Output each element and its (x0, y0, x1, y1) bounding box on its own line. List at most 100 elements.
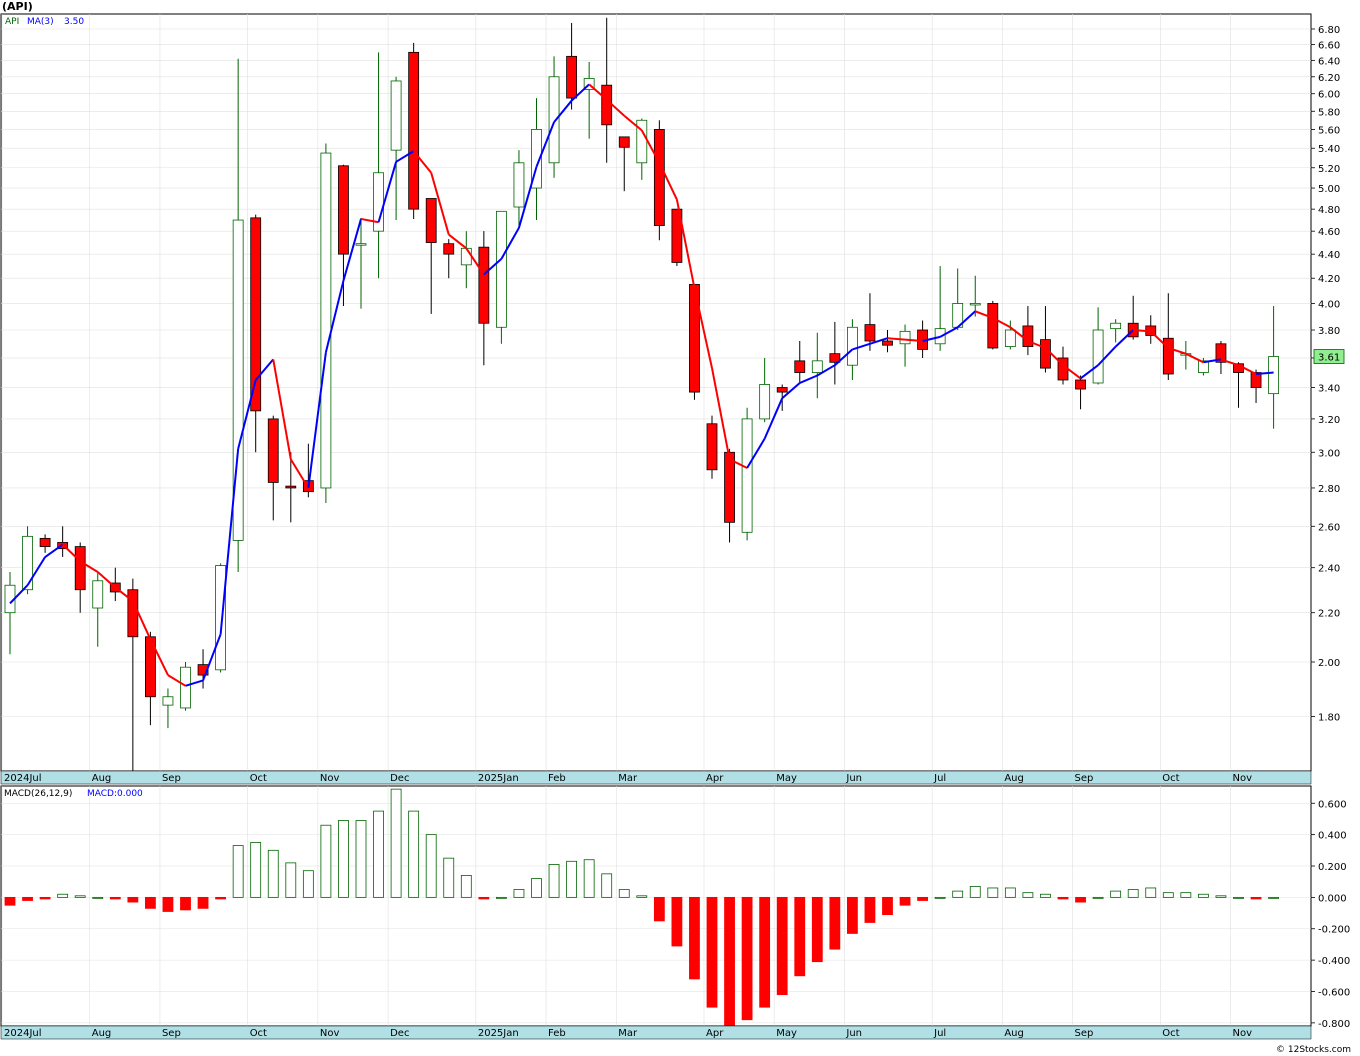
ma-segment (939, 326, 959, 338)
macd-bar (583, 859, 595, 898)
macd-bar (689, 896, 700, 980)
macd-bar (443, 857, 455, 898)
macd-bar (425, 834, 437, 898)
candle-body (566, 55, 577, 99)
ma-segment (377, 161, 398, 223)
candle-body (759, 384, 771, 420)
candle-body (320, 152, 332, 489)
ma-segment (517, 166, 538, 229)
ma-segment (1238, 364, 1257, 375)
candle-body (22, 535, 33, 591)
date-axis-label: Feb (548, 773, 566, 784)
price-tick-label: 4.20 (1318, 274, 1340, 285)
ma-segment (1220, 358, 1239, 367)
candle-body (1215, 343, 1227, 363)
date-axis-label: Apr (706, 773, 724, 784)
ma-segment (1167, 347, 1187, 355)
macd-bar (618, 889, 630, 898)
ma-segment (869, 337, 888, 345)
ma-segment (44, 543, 64, 558)
date-axis-label: Jun (845, 773, 862, 784)
candle-body (724, 451, 735, 523)
date-axis-label: Sep (162, 773, 181, 784)
macd-bar (144, 896, 156, 909)
ma-segment (535, 121, 555, 168)
candle-body (180, 666, 191, 709)
candle-body (601, 84, 613, 126)
macd-bar (653, 896, 665, 922)
candle-body (1004, 329, 1016, 347)
price-tick-label: 5.00 (1318, 184, 1340, 195)
macd-bar (952, 890, 964, 898)
macd-bar (776, 896, 788, 996)
price-tick-label: 2.00 (1318, 658, 1340, 669)
macd-bar (513, 889, 525, 898)
candle-body (92, 580, 104, 609)
ma-segment (816, 364, 836, 377)
macd-bar (1215, 895, 1227, 898)
macd-bar (829, 896, 841, 950)
date-axis-label: Sep (1075, 1028, 1094, 1039)
macd-bar (741, 896, 753, 1021)
price-date-axis: 2024Jul Aug Sep Oct Nov Dec 2025Jan Feb Mar Apr Ma… (4, 773, 1252, 784)
ma-segment (852, 342, 871, 351)
ma-segment (904, 338, 923, 343)
date-axis-label: Sep (1075, 773, 1094, 784)
macd-bar (74, 895, 86, 898)
date-axis-label: Oct (1162, 1028, 1179, 1039)
candle-body (531, 129, 542, 189)
ma-segment (430, 172, 450, 235)
price-tick-label: 4.80 (1318, 205, 1340, 216)
ma-segment (1133, 329, 1151, 333)
macd-bar (811, 896, 823, 963)
macd-tick-label: -0.400 (1318, 956, 1350, 967)
candle-body (39, 537, 51, 547)
candle-body (899, 330, 911, 345)
macd-bar (636, 895, 648, 898)
candle-body (811, 360, 823, 373)
price-tick-label: 5.80 (1318, 107, 1340, 118)
date-axis-label: Dec (390, 1028, 409, 1039)
price-tick-label: 2.20 (1318, 609, 1340, 620)
date-axis-label: Apr (706, 1028, 724, 1039)
ma-segment (395, 150, 415, 163)
macd-bar (180, 896, 191, 911)
candle-body (1198, 360, 1209, 373)
date-axis-label: Nov (1233, 1028, 1253, 1039)
macd-bar (338, 820, 349, 898)
ma-segment (1114, 329, 1134, 348)
candle-body (1250, 372, 1262, 388)
ma-segment (887, 337, 906, 341)
macd-bar (57, 893, 69, 898)
date-axis-label: Jul (933, 1028, 946, 1039)
macd-bar (1268, 896, 1279, 899)
ma-segment (640, 129, 661, 164)
candle-body (829, 353, 841, 363)
ma-segment (131, 600, 152, 640)
price-tick-label: 3.80 (1318, 326, 1340, 337)
price-tick-label: 4.00 (1318, 299, 1340, 310)
candle-body (882, 340, 893, 346)
ma-segment (1027, 340, 1046, 349)
price-tick-label: 6.80 (1318, 25, 1340, 36)
legend-ma-label: MA(3) (27, 17, 54, 27)
macd-bar (285, 862, 297, 898)
ma-segment (149, 638, 169, 676)
date-axis-label: Nov (320, 1028, 340, 1039)
ma-segment (26, 556, 46, 586)
candle-body (1268, 356, 1279, 395)
candle-body (1092, 329, 1104, 384)
macd-date-axis-bar (0, 1025, 1312, 1040)
candle-body (215, 565, 227, 671)
date-axis-label: 2025Jan (478, 773, 519, 784)
macd-bar (1004, 887, 1016, 898)
ma-segment (693, 287, 713, 369)
candle-body (1110, 322, 1122, 330)
date-axis-label: Aug (1004, 1028, 1024, 1039)
macd-bar (847, 896, 858, 934)
macd-tick-label: 0.000 (1318, 893, 1347, 904)
macd-bar (882, 896, 893, 916)
candle-body (478, 246, 490, 324)
macd-tick-label: 0.400 (1318, 831, 1347, 842)
legend-symbol: API (5, 17, 19, 27)
